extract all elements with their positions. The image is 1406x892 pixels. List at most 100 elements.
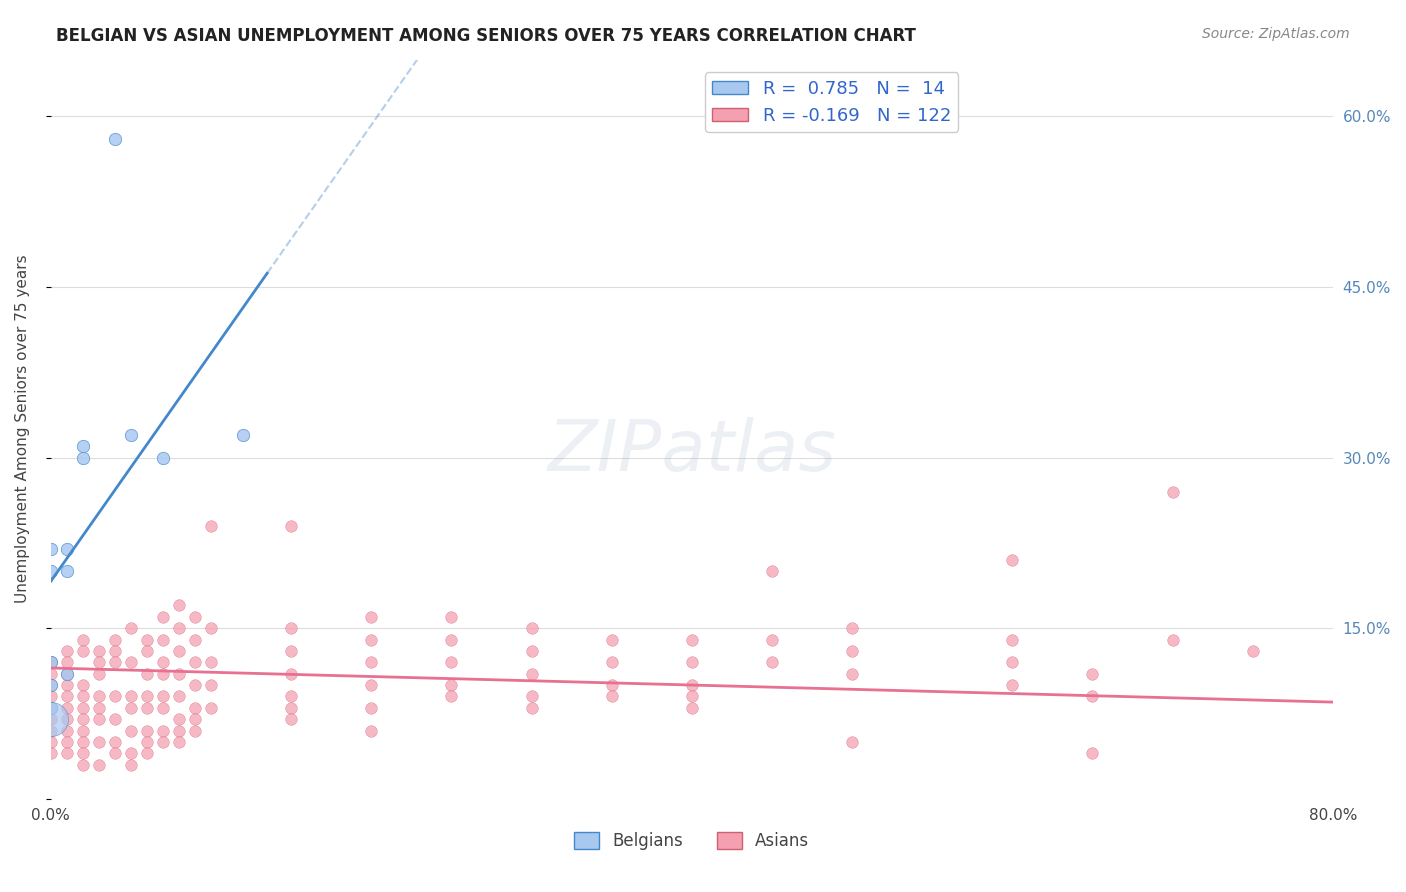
Point [72, 644, 94, 658]
Point [87, 735, 110, 749]
Point [39, 700, 62, 714]
Point [184, 700, 207, 714]
Point [167, 621, 190, 635]
Point [120, 723, 142, 738]
Point [39, 700, 62, 714]
Point [152, 632, 174, 647]
Point [1081, 746, 1104, 760]
Point [39, 678, 62, 692]
Point [120, 655, 142, 669]
Point [360, 655, 382, 669]
Point [200, 519, 222, 533]
Point [72, 723, 94, 738]
Point [200, 655, 222, 669]
Point [232, 428, 254, 442]
Point [280, 700, 302, 714]
Point [87, 666, 110, 681]
Point [136, 644, 159, 658]
Point [152, 666, 174, 681]
Point [152, 700, 174, 714]
Point [600, 678, 623, 692]
Point [280, 690, 302, 704]
Point [520, 621, 543, 635]
Point [520, 700, 543, 714]
Point [440, 690, 463, 704]
Point [681, 700, 703, 714]
Point [56, 690, 79, 704]
Point [440, 632, 463, 647]
Point [39, 678, 62, 692]
Point [1001, 553, 1024, 567]
Point [440, 609, 463, 624]
Point [1081, 666, 1104, 681]
Point [200, 700, 222, 714]
Point [72, 712, 94, 726]
Point [136, 735, 159, 749]
Point [167, 735, 190, 749]
Point [280, 644, 302, 658]
Point [167, 599, 190, 613]
Point [120, 428, 142, 442]
Point [87, 757, 110, 772]
Point [104, 712, 127, 726]
Point [87, 712, 110, 726]
Point [360, 678, 382, 692]
Point [184, 723, 207, 738]
Point [39, 655, 62, 669]
Point [681, 690, 703, 704]
Point [104, 735, 127, 749]
Point [104, 632, 127, 647]
Point [520, 666, 543, 681]
Point [72, 735, 94, 749]
Point [56, 644, 79, 658]
Point [280, 519, 302, 533]
Point [152, 450, 174, 465]
Point [1241, 644, 1264, 658]
Point [39, 655, 62, 669]
Point [72, 757, 94, 772]
Point [56, 564, 79, 578]
Point [1161, 484, 1184, 499]
Point [440, 678, 463, 692]
Point [72, 700, 94, 714]
Point [56, 678, 79, 692]
Point [56, 712, 79, 726]
Point [56, 700, 79, 714]
Point [200, 621, 222, 635]
Point [39, 655, 62, 669]
Point [167, 666, 190, 681]
Point [39, 541, 62, 556]
Point [761, 632, 783, 647]
Point [104, 132, 127, 146]
Point [184, 712, 207, 726]
Point [56, 666, 79, 681]
Legend: R =  0.785   N =  14, R = -0.169   N = 122: R = 0.785 N = 14, R = -0.169 N = 122 [704, 72, 959, 132]
Point [1001, 678, 1024, 692]
Text: Source: ZipAtlas.com: Source: ZipAtlas.com [1202, 27, 1350, 41]
Point [104, 690, 127, 704]
Point [152, 690, 174, 704]
Point [1081, 690, 1104, 704]
Point [72, 450, 94, 465]
Point [136, 666, 159, 681]
Point [1161, 632, 1184, 647]
Point [440, 655, 463, 669]
Point [280, 621, 302, 635]
Point [600, 632, 623, 647]
Text: ZIPatlas: ZIPatlas [547, 417, 837, 486]
Point [184, 655, 207, 669]
Point [360, 609, 382, 624]
Point [520, 644, 543, 658]
Point [136, 746, 159, 760]
Point [72, 439, 94, 453]
Point [200, 678, 222, 692]
Point [280, 712, 302, 726]
Point [136, 723, 159, 738]
Point [681, 678, 703, 692]
Point [841, 735, 863, 749]
Point [72, 690, 94, 704]
Point [152, 609, 174, 624]
Point [841, 644, 863, 658]
Point [56, 541, 79, 556]
Point [39, 735, 62, 749]
